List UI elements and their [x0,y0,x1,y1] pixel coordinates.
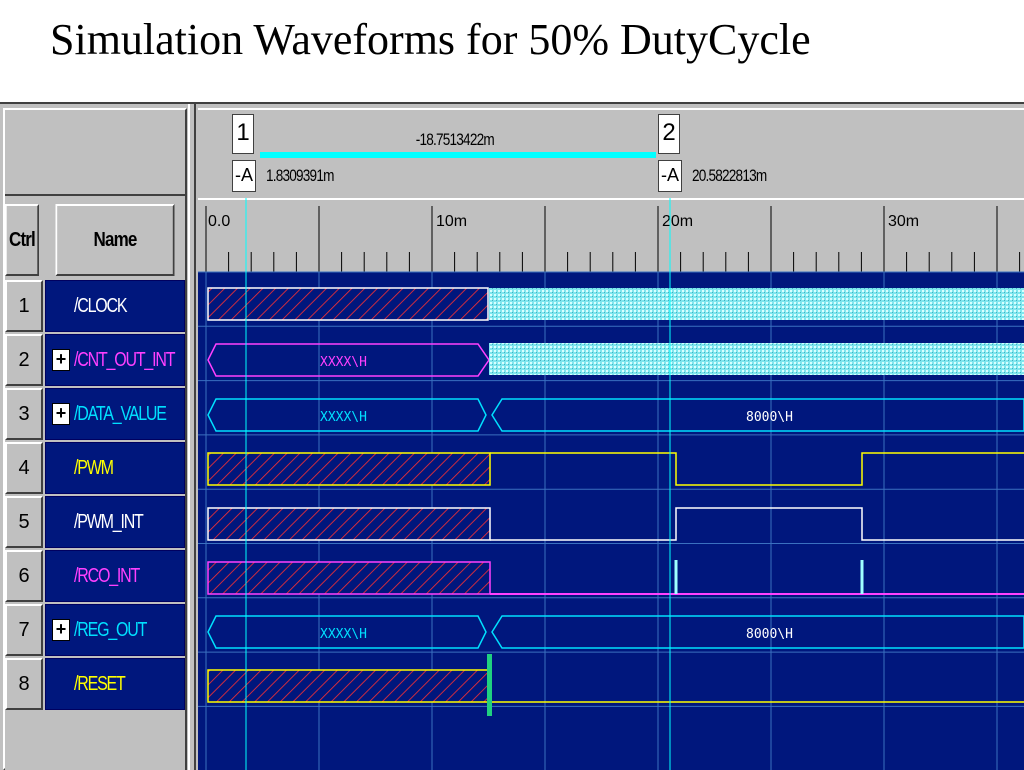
ctrl-column-header[interactable]: Ctrl [5,204,39,276]
signal-name-cell[interactable]: /PWM [45,442,185,494]
signal-name-cell[interactable]: /PWM_INT [45,496,185,548]
signal-ctrl-number: 5 [5,496,43,548]
name-column-header[interactable]: Name [55,204,175,276]
signal-list-top-blank [5,110,185,196]
cursor-2-time: 20.5822813m [692,166,767,185]
expand-plus-icon[interactable]: + [52,403,70,425]
wave-pwm-int[interactable] [207,507,1024,541]
panel-splitter[interactable] [188,104,196,770]
data-value-b: 8000\H [746,410,793,425]
signal-ctrl-number: 3 [5,388,43,440]
signal-row[interactable]: 4/PWM [5,442,185,496]
signal-row[interactable]: 7 +/REG_OUT [5,604,185,658]
wave-rco-int[interactable] [207,560,1024,595]
signal-row[interactable]: 5/PWM_INT [5,496,185,550]
signal-row[interactable]: 1/CLOCK [5,280,185,334]
wave-clock[interactable] [207,287,1024,321]
signal-ctrl-number: 4 [5,442,43,494]
expand-plus-icon[interactable]: + [52,619,70,641]
wave-cnt-out-int[interactable]: XXXX\H [207,343,1024,377]
signal-name: /PWM_INT [74,511,144,533]
signal-name: /CLOCK [74,295,128,317]
signal-name-cell[interactable]: /RESET [45,658,185,710]
cursor-1-marker[interactable]: 1 [232,114,254,154]
signal-row[interactable]: 6/RCO_INT [5,550,185,604]
signal-name-cell[interactable]: /RCO_INT [45,550,185,602]
wave-data-value[interactable]: XXXX\H 8000\H [207,398,1024,432]
signal-ctrl-number: 2 [5,334,43,386]
ruler-label-30m: 30m [888,213,919,230]
cursor-1-lock-icon[interactable]: -A [232,160,256,192]
cursor-header: 1 -A 1.8309391m -18.7513422m 2 -A 20.582… [198,108,1024,198]
signal-row[interactable]: 8/RESET [5,658,185,712]
signal-name: /DATA_VALUE [74,403,167,425]
wave-reg-out[interactable]: XXXX\H 8000\H [207,615,1024,649]
signal-row[interactable]: 2 +/CNT_OUT_INT [5,334,185,388]
waveform-viewer: Ctrl Name 1/CLOCK 2 +/CNT_OUT_INT 3 +/DATA_V… [0,102,1024,770]
ruler-ticks [205,206,1021,272]
reg-out-b: 8000\H [746,627,793,642]
cursor-delta-bar [260,152,656,158]
expand-plus-icon[interactable]: + [52,349,70,371]
signal-ctrl-number: 6 [5,550,43,602]
time-ruler[interactable] [198,198,1024,272]
signal-name-cell[interactable]: /CLOCK [45,280,185,332]
signal-name: /REG_OUT [74,619,147,641]
cursor-1-time: 1.8309391m [266,166,334,185]
signal-list-empty-area [5,710,185,770]
signal-name-cell[interactable]: +/DATA_VALUE [45,388,185,440]
waveform-display[interactable]: 0.0 10m 20m 30m XXXX\H XXXX\H 8000\H [198,198,1024,770]
cursor-2-marker[interactable]: 2 [658,114,680,154]
ruler-label-20m: 20m [662,213,693,230]
wave-reset[interactable] [207,654,1024,716]
signal-row[interactable]: 3 +/DATA_VALUE [5,388,185,442]
signal-name-cell[interactable]: +/REG_OUT [45,604,185,656]
reg-out-a: XXXX\H [320,627,367,642]
reset-edge-marker [487,654,492,716]
cursor-delta-value: -18.7513422m [415,130,495,149]
signal-name: /PWM [74,457,114,479]
signal-ctrl-number: 1 [5,280,43,332]
signal-list-panel: Ctrl Name 1/CLOCK 2 +/CNT_OUT_INT 3 +/DATA_V… [3,108,187,770]
slide-title: Simulation Waveforms for 50% DutyCycle [50,15,811,64]
signal-ctrl-number: 8 [5,658,43,710]
cursor-2-lock-icon[interactable]: -A [658,160,682,192]
signal-ctrl-number: 7 [5,604,43,656]
signal-name: /RESET [74,673,126,695]
ruler-label-0: 0.0 [208,213,230,230]
signal-name: /CNT_OUT_INT [74,349,175,371]
signal-name: /RCO_INT [74,565,140,587]
cnt-out-int-value: XXXX\H [320,355,367,370]
data-value-a: XXXX\H [320,410,367,425]
ruler-label-10m: 10m [436,213,467,230]
signal-name-cell[interactable]: +/CNT_OUT_INT [45,334,185,386]
wave-pwm[interactable] [207,452,1024,486]
